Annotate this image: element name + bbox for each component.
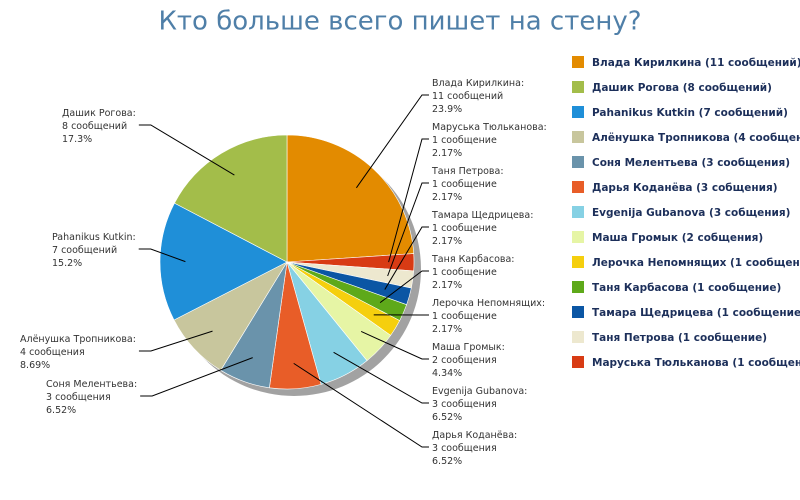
leader-line (293, 362, 429, 448)
callout-label: Дашик Рогова: (62, 108, 136, 119)
legend-swatch (572, 181, 584, 193)
legend-swatch (572, 156, 584, 168)
legend-swatch (572, 56, 584, 68)
legend-label: Pahanikus Kutkin (7 сообщений) (592, 107, 788, 119)
value-label: 8.69% (20, 360, 50, 371)
value-label: 2.17% (432, 148, 462, 159)
leader-line (379, 270, 429, 304)
legend-swatch (572, 256, 584, 268)
legend-label: Тамара Щедрицева (1 сообщение) (592, 307, 800, 319)
pie-slice (286, 134, 415, 263)
value-label: 6.52% (46, 405, 76, 416)
callout-label: Алёнушка Тропникова: (20, 334, 136, 345)
legend-label: Алёнушка Тропникова (4 сообщения) (592, 132, 800, 144)
value-label: 4.34% (432, 368, 462, 379)
callout-label: Тамара Щедрицева: (431, 210, 533, 221)
callout-label: Маруська Тюлькaнова: (432, 122, 547, 133)
legend-label: Влада Кирилкина (11 сообщений) (592, 57, 800, 69)
legend-swatch (572, 131, 584, 143)
callout-label: 1 сообщение (432, 311, 497, 322)
value-label: 2.17% (432, 236, 462, 247)
legend-label: Лерочка Непомнящих (1 сообщение) (592, 257, 800, 269)
callout-label: Маша Громык: (432, 342, 505, 353)
chart-title: Кто больше всего пишет на стену? (158, 7, 641, 37)
callout-label: 2 сообщения (432, 355, 497, 366)
callout-label: Таня Петрова: (431, 166, 504, 177)
callout-label: 3 сообщения (432, 399, 497, 410)
legend-label: Evgenija Gubanova (3 собщения) (592, 207, 790, 219)
value-label: 2.17% (432, 280, 462, 291)
leader-line (138, 330, 213, 352)
legend-swatch (572, 206, 584, 218)
value-label: 6.52% (432, 456, 462, 467)
callout-label: Дарья Коданёва: (432, 430, 517, 441)
callout-label: 8 сообщений (62, 121, 127, 132)
legend-swatch (572, 81, 584, 93)
value-label: 17.3% (62, 134, 92, 145)
leader-line (384, 226, 429, 290)
callout-label: 3 сообщения (46, 392, 111, 403)
callout-label: 11 сообщений (432, 91, 503, 102)
callout-label: Evgenija Gubanova: (432, 386, 527, 397)
value-label: 23.9% (432, 104, 462, 115)
callout-label: 7 сообщений (52, 245, 117, 256)
callout-label: 3 сообщения (432, 443, 497, 454)
value-label: 2.17% (432, 192, 462, 203)
legend-swatch (572, 281, 584, 293)
value-label: 2.17% (432, 324, 462, 335)
legend-label: Маруська Тюлькaнова (1 сообщение) (592, 357, 800, 369)
leader-line (138, 248, 186, 263)
value-label: 6.52% (432, 412, 462, 423)
callout-label: Pahanikus Kutkin: (52, 232, 136, 243)
legend-label: Дарья Коданёва (3 собщения) (592, 182, 778, 194)
legend-swatch (572, 331, 584, 343)
leader-line (387, 182, 429, 277)
leader-line (140, 357, 253, 397)
legend-swatch (572, 356, 584, 368)
callout-label: 1 сообщение (432, 223, 497, 234)
callout-label: Таня Карбасова: (431, 254, 515, 265)
legend-swatch (572, 231, 584, 243)
leader-line (138, 124, 235, 176)
leader-line (388, 138, 429, 263)
callout-label: 1 сообщение (432, 135, 497, 146)
leader-line (360, 330, 429, 360)
legend-label: Таня Карбасова (1 сообщение) (592, 282, 781, 294)
callout-label: Лерочка Непомнящих: (432, 298, 545, 309)
value-label: 15.2% (52, 258, 82, 269)
pie-slice (174, 134, 288, 263)
callout-label: Соня Мелентьева: (46, 379, 137, 390)
legend-swatch (572, 306, 584, 318)
leader-line (355, 94, 429, 189)
callout-label: 4 сообщения (20, 347, 85, 358)
legend-label: Маша Громык (2 собщения) (592, 232, 763, 244)
pie-slice (159, 202, 288, 321)
callout-label: 1 сообщение (432, 179, 497, 190)
callout-label: 1 сообщение (432, 267, 497, 278)
legend-label: Таня Петрова (1 сообщение) (592, 332, 767, 344)
leader-line (333, 351, 429, 404)
callout-label: Влада Кирилкина: (432, 78, 524, 89)
legend-label: Соня Мелентьева (3 сообщения) (592, 157, 790, 169)
legend-swatch (572, 106, 584, 118)
legend-label: Дашик Рогова (8 сообщений) (592, 82, 772, 94)
